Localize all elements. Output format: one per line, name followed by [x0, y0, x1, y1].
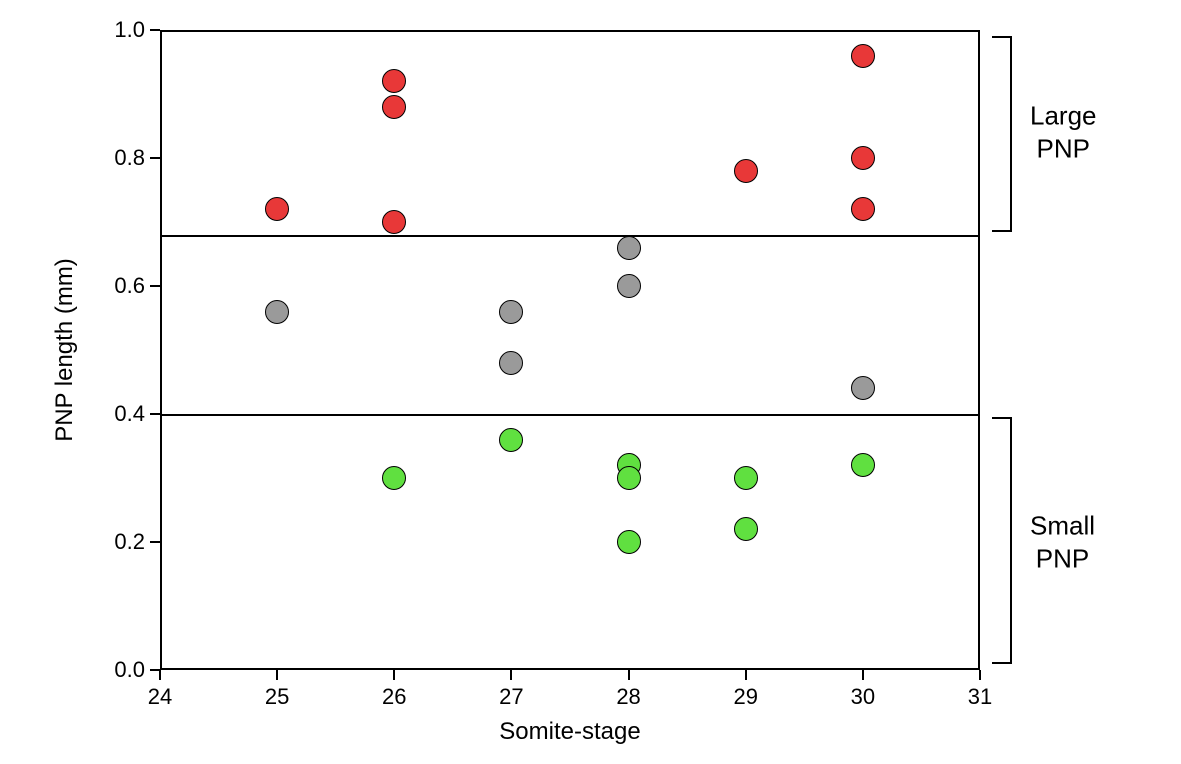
- data-point: [851, 44, 875, 68]
- data-point: [382, 69, 406, 93]
- threshold-line: [162, 414, 978, 416]
- data-point: [499, 351, 523, 375]
- bracket-vertical: [1010, 36, 1012, 231]
- y-tick-mark: [150, 541, 160, 543]
- chart-container: PNP length (mm) Somite-stage 24252627282…: [40, 20, 1140, 740]
- bracket-small: [992, 417, 1010, 663]
- data-point: [617, 236, 641, 260]
- x-tick-label: 30: [851, 684, 875, 710]
- x-tick-label: 26: [382, 684, 406, 710]
- x-axis-label: Somite-stage: [499, 718, 640, 746]
- data-point: [734, 517, 758, 541]
- x-tick-label: 27: [499, 684, 523, 710]
- x-tick-mark: [862, 670, 864, 680]
- x-tick-label: 25: [265, 684, 289, 710]
- bracket-vertical: [1010, 417, 1012, 663]
- y-tick-label: 1.0: [114, 17, 145, 43]
- data-point: [265, 300, 289, 324]
- data-point: [851, 146, 875, 170]
- bracket-top: [992, 417, 1010, 419]
- data-point: [499, 300, 523, 324]
- data-point: [851, 453, 875, 477]
- x-tick-mark: [628, 670, 630, 680]
- bracket-bottom: [992, 662, 1010, 664]
- y-tick-mark: [150, 669, 160, 671]
- x-tick-label: 28: [616, 684, 640, 710]
- data-point: [382, 210, 406, 234]
- data-point: [617, 466, 641, 490]
- y-tick-mark: [150, 413, 160, 415]
- data-point: [382, 95, 406, 119]
- plot-area: [160, 30, 980, 670]
- data-point: [499, 428, 523, 452]
- region-label-large: Large PNP: [1030, 100, 1097, 165]
- x-tick-label: 24: [148, 684, 172, 710]
- x-tick-label: 31: [968, 684, 992, 710]
- bracket-top: [992, 36, 1010, 38]
- data-point: [382, 466, 406, 490]
- x-tick-mark: [745, 670, 747, 680]
- threshold-line: [162, 235, 978, 237]
- region-label-small: Small PNP: [1030, 510, 1095, 575]
- y-tick-label: 0.8: [114, 145, 145, 171]
- x-tick-label: 29: [733, 684, 757, 710]
- data-point: [734, 159, 758, 183]
- x-tick-mark: [393, 670, 395, 680]
- y-tick-label: 0.0: [114, 657, 145, 683]
- x-tick-mark: [979, 670, 981, 680]
- data-point: [734, 466, 758, 490]
- bracket-bottom: [992, 230, 1010, 232]
- y-tick-label: 0.6: [114, 273, 145, 299]
- y-tick-mark: [150, 157, 160, 159]
- x-tick-mark: [276, 670, 278, 680]
- y-tick-label: 0.2: [114, 529, 145, 555]
- y-axis-label: PNP length (mm): [51, 258, 79, 442]
- data-point: [617, 530, 641, 554]
- x-tick-mark: [159, 670, 161, 680]
- bracket-large: [992, 36, 1010, 231]
- y-tick-mark: [150, 285, 160, 287]
- data-point: [617, 274, 641, 298]
- y-tick-mark: [150, 29, 160, 31]
- x-tick-mark: [510, 670, 512, 680]
- y-tick-label: 0.4: [114, 401, 145, 427]
- data-point: [851, 197, 875, 221]
- data-point: [851, 376, 875, 400]
- data-point: [265, 197, 289, 221]
